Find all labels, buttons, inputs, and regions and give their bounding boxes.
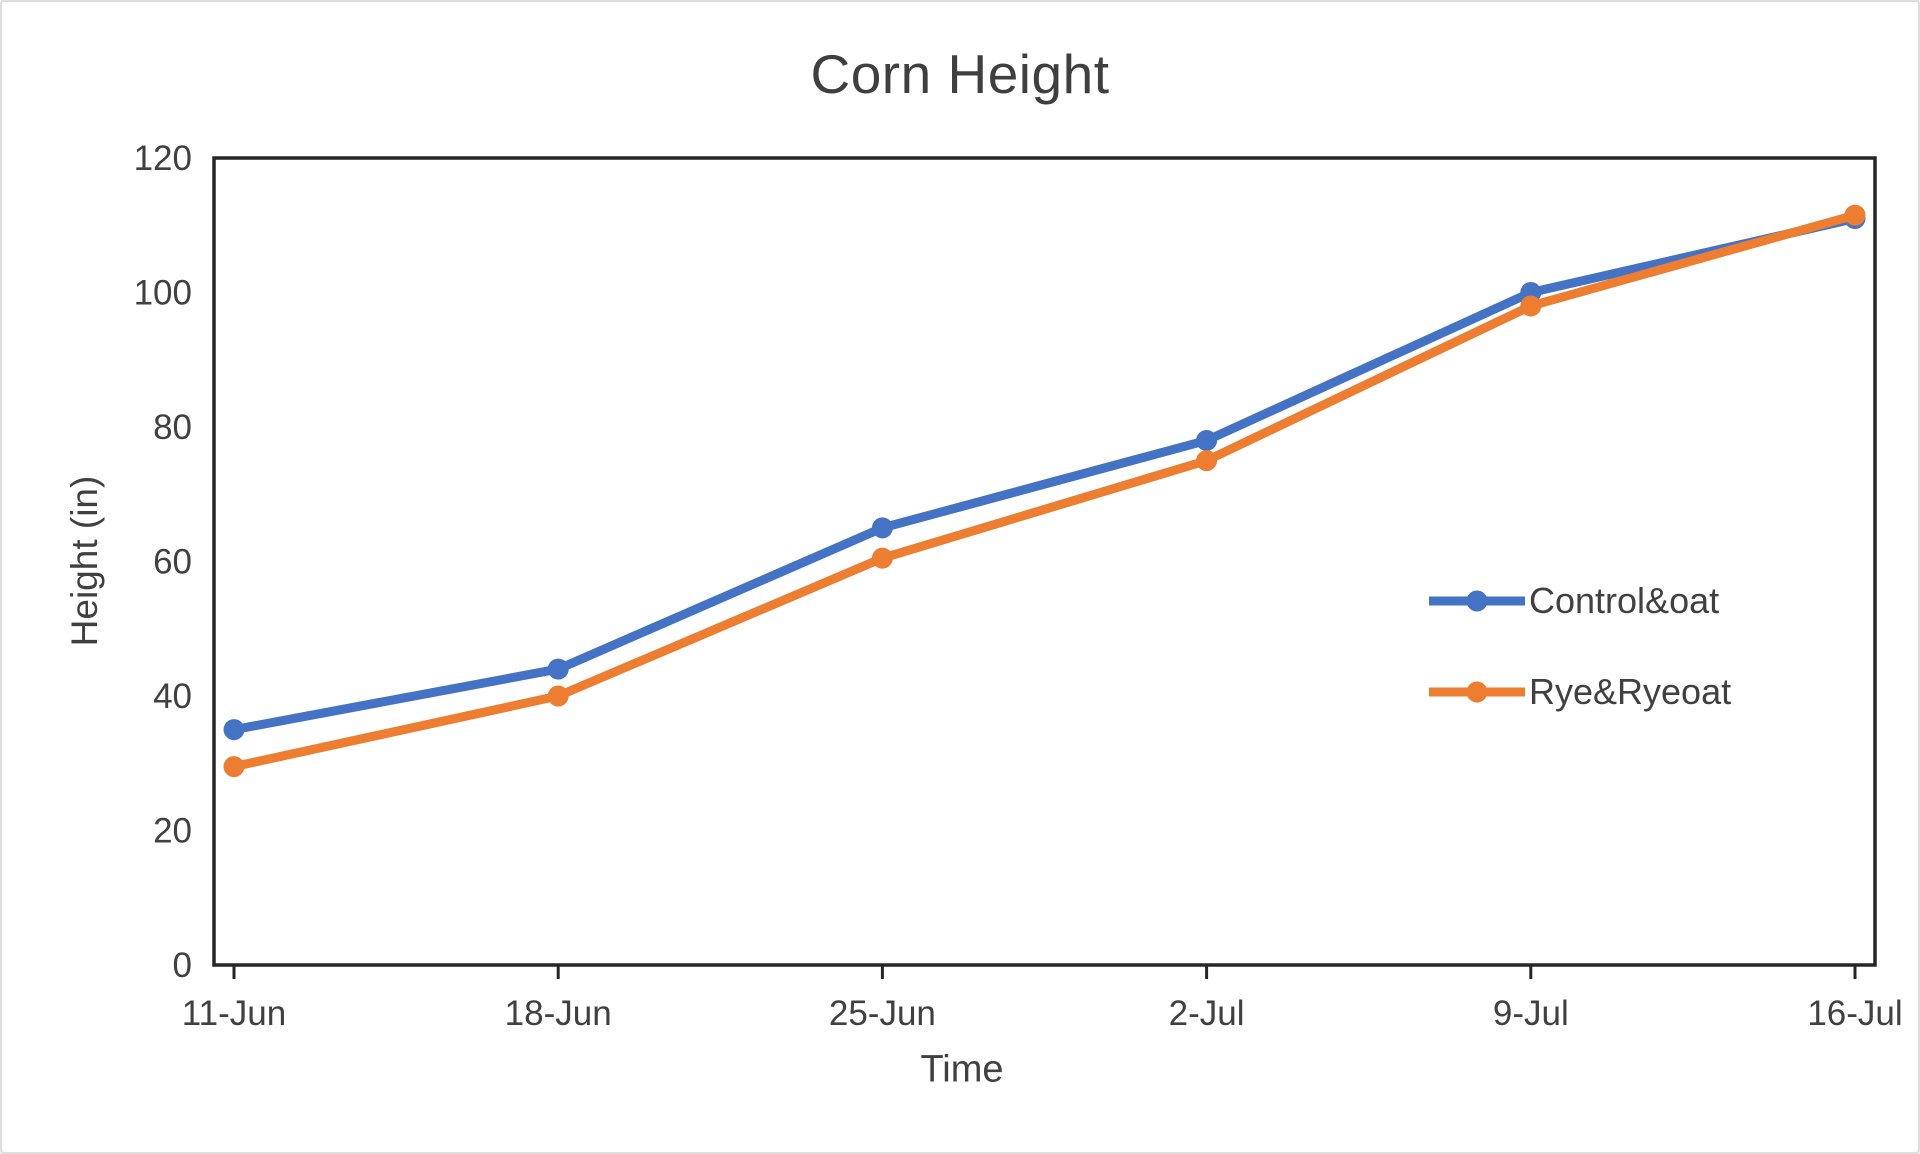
x-tick-label: 9-Jul	[1493, 994, 1569, 1033]
legend-item-rye-ryeoat: Rye&Ryeoat	[1429, 668, 1731, 716]
data-point-marker-1	[871, 547, 893, 569]
y-tick-label: 120	[134, 139, 192, 178]
legend-swatch-line-marker-orange	[1429, 681, 1525, 703]
plot-border	[212, 156, 1877, 967]
y-tick-label: 40	[153, 677, 192, 716]
chart-title: Corn Height	[810, 43, 1110, 105]
y-tick-label: 80	[153, 408, 192, 447]
data-point-marker-1	[547, 685, 569, 707]
data-point-marker-0	[871, 517, 893, 539]
series-line-1	[229, 210, 1860, 772]
y-tick-label: 0	[173, 946, 192, 985]
x-axis-title: Time	[920, 1048, 1004, 1091]
data-point-marker-1	[1844, 204, 1866, 226]
legend-swatch-line-marker-blue	[1429, 590, 1525, 612]
x-tick-label: 18-Jun	[505, 994, 612, 1033]
legend-label: Control&oat	[1529, 580, 1720, 621]
data-point-marker-1	[1196, 450, 1218, 472]
data-point-marker-0	[547, 658, 569, 680]
y-tick-label: 100	[134, 274, 192, 313]
data-point-marker-1	[223, 756, 245, 778]
x-tick-label: 16-Jul	[1807, 994, 1902, 1033]
x-tick-label: 2-Jul	[1169, 994, 1245, 1033]
data-point-marker-0	[1196, 429, 1218, 451]
legend-item-control-oat: Control&oat	[1429, 577, 1731, 625]
x-tick-label: 11-Jun	[182, 994, 286, 1033]
series-line-0	[229, 214, 1860, 735]
x-tick-label: 25-Jun	[829, 994, 936, 1033]
y-tick-label: 20	[153, 812, 192, 851]
legend-label: Rye&Ryeoat	[1529, 671, 1732, 712]
y-tick-label: 60	[153, 543, 192, 582]
legend: Control&oat Rye&Ryeoat	[1429, 577, 1731, 716]
y-axis-title: Height (in)	[64, 475, 105, 647]
data-point-marker-1	[1520, 295, 1542, 317]
data-point-marker-0	[223, 719, 245, 741]
